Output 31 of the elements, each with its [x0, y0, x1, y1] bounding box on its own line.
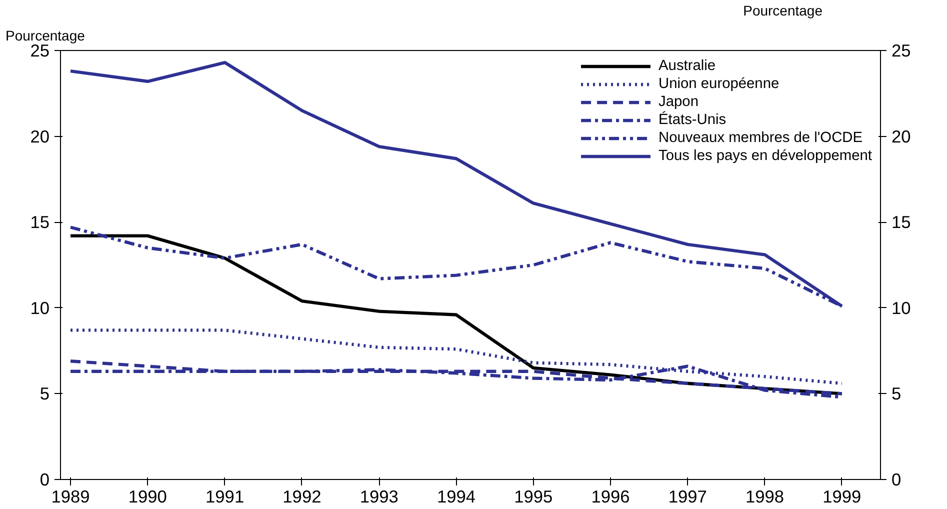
y2-tick-label: 5	[892, 384, 902, 404]
y-tick-label: 20	[30, 126, 50, 146]
y-tick-label: 15	[30, 212, 50, 232]
x-tick-label: 1995	[514, 486, 553, 506]
x-tick-label: 1993	[360, 486, 398, 506]
y-axis-title: Pourcentage	[6, 28, 86, 44]
x-tick-label: 1989	[51, 486, 90, 506]
x-tick-label: 1997	[668, 486, 707, 506]
y2-tick-label: 10	[892, 298, 911, 318]
y-tick-label: 0	[40, 470, 50, 490]
y-tick-label: 5	[40, 384, 50, 404]
legend-label: Tous les pays en développement	[658, 148, 872, 164]
y-tick-label: 10	[30, 298, 50, 318]
legend-label: Union européenne	[658, 76, 780, 92]
x-tick-label: 1996	[591, 486, 630, 506]
x-tick-label: 1990	[128, 486, 167, 506]
y-tick-label: 25	[30, 40, 50, 60]
legend-label: Australie	[658, 58, 716, 74]
y2-tick-label: 25	[892, 40, 911, 60]
legend-label: Japon	[658, 94, 698, 110]
x-tick-label: 1991	[206, 486, 244, 506]
x-tick-label: 1999	[822, 486, 862, 506]
x-tick-label: 1998	[746, 486, 784, 506]
legend-label: États-Unis	[658, 112, 726, 128]
x-tick-label: 1992	[282, 486, 322, 506]
legend-label: Nouveaux membres de l'OCDE	[658, 130, 863, 146]
y2-axis-title: Pourcentage	[743, 2, 823, 18]
y2-tick-label: 0	[892, 470, 902, 490]
y2-tick-label: 15	[892, 212, 911, 232]
x-tick-label: 1994	[436, 486, 476, 506]
y2-tick-label: 20	[892, 126, 911, 146]
